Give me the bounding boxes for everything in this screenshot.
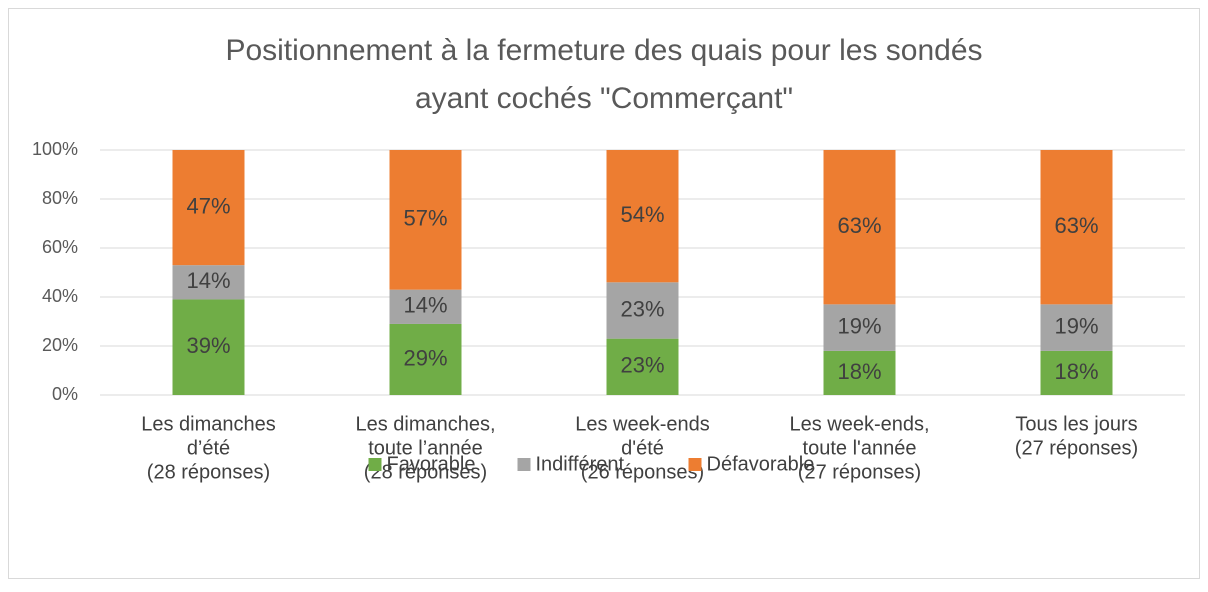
bar-segment: [606, 338, 679, 395]
y-tick-label: 40%: [42, 286, 78, 306]
x-tick-label: (28 réponses): [364, 461, 487, 483]
x-tick-label: d'été: [621, 437, 664, 459]
y-tick-label: 60%: [42, 237, 78, 257]
bar-segment: [1040, 350, 1113, 395]
x-tick-label: Les dimanches: [141, 413, 276, 435]
x-tick-label: Les week-ends,: [789, 413, 929, 435]
data-label: 57%: [403, 206, 447, 231]
x-tick-label: toute l’année: [368, 437, 483, 459]
bar-segment: [172, 150, 245, 266]
x-tick-label: toute l'année: [803, 437, 917, 459]
data-label: 54%: [620, 202, 664, 227]
bar-segment: [1040, 150, 1113, 305]
data-label: 29%: [403, 345, 447, 370]
x-tick-label: (26 réponses): [581, 461, 704, 483]
bar-segment: [172, 265, 245, 300]
x-tick-label: Les dimanches,: [355, 413, 495, 435]
data-label: 18%: [837, 359, 881, 384]
x-tick-label: (27 réponses): [798, 461, 921, 483]
legend-label: Défavorable: [707, 453, 815, 475]
bar-segment: [1040, 304, 1113, 351]
data-label: 18%: [1054, 359, 1098, 384]
legend-swatch: [517, 458, 531, 471]
x-tick-label: (28 réponses): [147, 461, 270, 483]
bar-segment: [389, 150, 462, 290]
chart-title: Positionnement à la fermeture des quais …: [225, 34, 982, 67]
y-tick-label: 0%: [52, 384, 78, 404]
data-label: 19%: [837, 313, 881, 338]
legend-label: Indifférent: [536, 453, 625, 475]
x-tick-label: Les week-ends: [575, 413, 710, 435]
y-tick-label: 80%: [42, 188, 78, 208]
chart-title: ayant cochés "Commerçant": [415, 82, 793, 115]
y-tick-label: 20%: [42, 335, 78, 355]
bar-segment: [172, 299, 245, 395]
data-label: 23%: [620, 353, 664, 378]
legend-swatch: [688, 458, 702, 471]
y-tick-label: 100%: [32, 139, 78, 159]
data-label: 63%: [837, 213, 881, 238]
bar-segment: [606, 150, 679, 283]
bar-segment: [389, 289, 462, 324]
data-label: 47%: [186, 193, 230, 218]
data-label: 14%: [403, 293, 447, 318]
bar-segment: [823, 304, 896, 351]
bar-segment: [389, 323, 462, 395]
data-label: 19%: [1054, 313, 1098, 338]
data-label: 39%: [186, 333, 230, 358]
x-tick-label: (27 réponses): [1015, 437, 1138, 459]
bar-segment: [606, 282, 679, 339]
data-label: 23%: [620, 296, 664, 321]
legend-label: Favorable: [387, 453, 476, 475]
x-tick-label: Tous les jours: [1015, 413, 1137, 435]
bar-segment: [823, 350, 896, 395]
legend-swatch: [368, 458, 382, 471]
data-label: 14%: [186, 268, 230, 293]
x-tick-label: d’été: [187, 437, 230, 459]
bar-segment: [823, 150, 896, 305]
data-label: 63%: [1054, 213, 1098, 238]
